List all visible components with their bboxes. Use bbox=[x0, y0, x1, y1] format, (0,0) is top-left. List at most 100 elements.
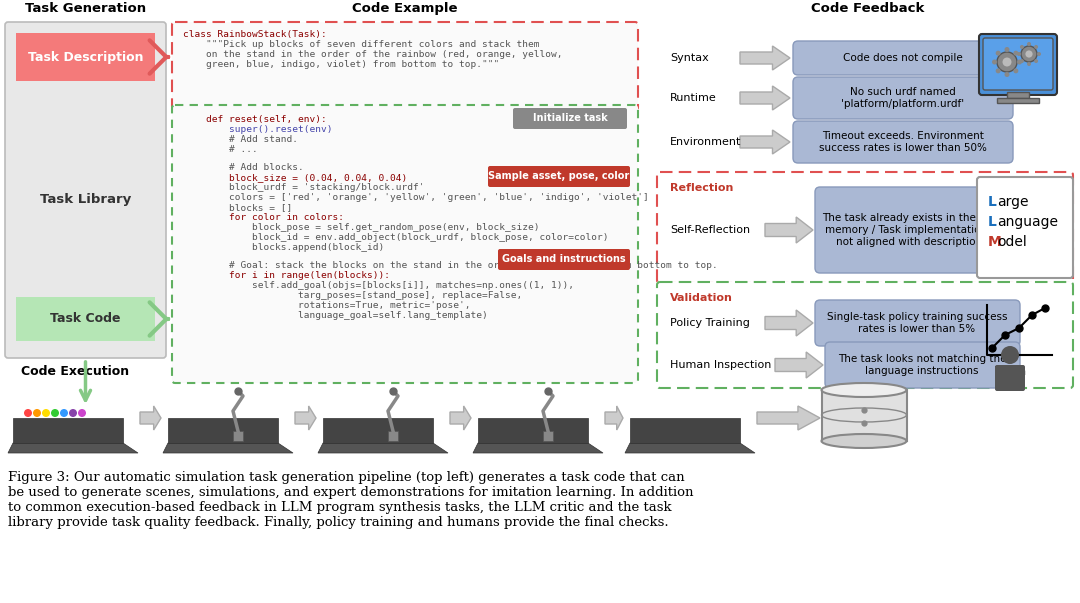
Bar bbox=[822, 390, 907, 441]
Polygon shape bbox=[163, 443, 293, 453]
Text: for color in colors:: for color in colors: bbox=[183, 213, 345, 222]
Polygon shape bbox=[168, 418, 278, 443]
Text: """Pick up blocks of seven different colors and stack them: """Pick up blocks of seven different col… bbox=[183, 40, 540, 49]
Text: blocks = []: blocks = [] bbox=[183, 203, 293, 212]
Text: block_size = (0.04, 0.04, 0.04): block_size = (0.04, 0.04, 0.04) bbox=[183, 173, 407, 182]
Polygon shape bbox=[625, 443, 755, 453]
Circle shape bbox=[1020, 59, 1024, 63]
Text: # Goal: stack the blocks on the stand in the order of the rainbow from bottom to: # Goal: stack the blocks on the stand in… bbox=[183, 261, 718, 270]
Text: odel: odel bbox=[997, 235, 1027, 249]
FancyBboxPatch shape bbox=[513, 108, 627, 129]
Polygon shape bbox=[318, 443, 448, 453]
Text: blocks.append(block_id): blocks.append(block_id) bbox=[183, 243, 384, 252]
Circle shape bbox=[996, 51, 1001, 55]
Text: self.add_goal(objs=[blocks[i]], matches=np.ones((1, 1)),: self.add_goal(objs=[blocks[i]], matches=… bbox=[183, 281, 573, 290]
Polygon shape bbox=[295, 406, 316, 430]
Polygon shape bbox=[478, 418, 588, 443]
Circle shape bbox=[51, 409, 59, 417]
Polygon shape bbox=[740, 130, 789, 154]
Polygon shape bbox=[450, 406, 471, 430]
Text: No such urdf named
'platform/platform.urdf': No such urdf named 'platform/platform.ur… bbox=[841, 87, 964, 109]
Text: Code Example: Code Example bbox=[352, 2, 458, 15]
Text: Single-task policy training success
rates is lower than 5%: Single-task policy training success rate… bbox=[827, 312, 1008, 334]
FancyBboxPatch shape bbox=[657, 282, 1074, 388]
Circle shape bbox=[24, 409, 32, 417]
Text: rotations=True, metric='pose',: rotations=True, metric='pose', bbox=[183, 301, 471, 310]
Circle shape bbox=[1004, 47, 1010, 52]
Text: Sample asset, pose, color: Sample asset, pose, color bbox=[488, 171, 630, 181]
Text: L: L bbox=[988, 195, 997, 209]
Text: Code Execution: Code Execution bbox=[22, 365, 130, 378]
Polygon shape bbox=[323, 418, 433, 443]
Text: The task looks not matching the
language instructions: The task looks not matching the language… bbox=[838, 354, 1007, 376]
Circle shape bbox=[42, 409, 50, 417]
Polygon shape bbox=[473, 443, 603, 453]
Circle shape bbox=[1020, 45, 1024, 49]
Text: Task Description: Task Description bbox=[28, 51, 144, 63]
Polygon shape bbox=[140, 406, 161, 430]
FancyBboxPatch shape bbox=[825, 342, 1020, 388]
Text: arge: arge bbox=[997, 195, 1028, 209]
Circle shape bbox=[1034, 45, 1038, 49]
Text: block_id = env.add_object(block_urdf, block_pose, color=color): block_id = env.add_object(block_urdf, bl… bbox=[183, 233, 608, 242]
FancyBboxPatch shape bbox=[793, 41, 1013, 75]
FancyBboxPatch shape bbox=[498, 249, 630, 270]
Text: Timeout exceeds. Environment
success rates is lower than 50%: Timeout exceeds. Environment success rat… bbox=[819, 131, 987, 153]
Bar bbox=[16, 33, 156, 81]
Polygon shape bbox=[605, 406, 623, 430]
Text: block_urdf = 'stacking/block.urdf': block_urdf = 'stacking/block.urdf' bbox=[183, 183, 424, 192]
Text: Policy Training: Policy Training bbox=[670, 318, 750, 328]
Text: anguage: anguage bbox=[997, 215, 1058, 229]
Circle shape bbox=[996, 68, 1001, 74]
Text: Task Code: Task Code bbox=[51, 312, 121, 326]
Text: class RainbowStack(Task):: class RainbowStack(Task): bbox=[183, 30, 327, 39]
Text: Self-Reflection: Self-Reflection bbox=[670, 225, 751, 235]
Polygon shape bbox=[765, 310, 813, 336]
Text: def reset(self, env):: def reset(self, env): bbox=[183, 115, 327, 124]
FancyBboxPatch shape bbox=[793, 77, 1013, 119]
Bar bbox=[388, 431, 399, 441]
Circle shape bbox=[997, 52, 1017, 72]
FancyBboxPatch shape bbox=[657, 172, 1074, 283]
Text: language_goal=self.lang_template): language_goal=self.lang_template) bbox=[183, 311, 488, 320]
Text: Syntax: Syntax bbox=[670, 53, 708, 63]
Text: Task Generation: Task Generation bbox=[25, 2, 146, 15]
Circle shape bbox=[1004, 72, 1010, 77]
Circle shape bbox=[1034, 59, 1038, 63]
Polygon shape bbox=[765, 217, 813, 243]
FancyBboxPatch shape bbox=[488, 166, 630, 187]
Text: Task Library: Task Library bbox=[40, 194, 131, 206]
FancyBboxPatch shape bbox=[793, 121, 1013, 163]
Circle shape bbox=[1021, 46, 1037, 62]
Text: The task already exists in the task
memory / Task implementation is
not aligned : The task already exists in the task memo… bbox=[822, 213, 1001, 247]
Text: Data: Data bbox=[994, 365, 1027, 378]
Polygon shape bbox=[13, 418, 123, 443]
Polygon shape bbox=[630, 418, 740, 443]
Circle shape bbox=[1002, 57, 1012, 66]
Circle shape bbox=[1017, 60, 1022, 65]
Text: colors = ['red', 'orange', 'yellow', 'green', 'blue', 'indigo', 'violet']: colors = ['red', 'orange', 'yellow', 'gr… bbox=[183, 193, 649, 202]
FancyBboxPatch shape bbox=[5, 22, 166, 358]
Text: super().reset(env): super().reset(env) bbox=[183, 125, 333, 134]
Circle shape bbox=[993, 60, 997, 65]
Text: targ_poses=[stand_pose], replace=False,: targ_poses=[stand_pose], replace=False, bbox=[183, 291, 523, 300]
FancyBboxPatch shape bbox=[978, 34, 1057, 95]
Circle shape bbox=[1001, 346, 1020, 364]
Text: Figure 3: Our automatic simulation task generation pipeline (top left) generates: Figure 3: Our automatic simulation task … bbox=[8, 471, 693, 529]
Circle shape bbox=[1017, 52, 1021, 56]
Ellipse shape bbox=[822, 383, 906, 397]
Text: Initialize task: Initialize task bbox=[532, 113, 607, 123]
Text: Goals and instructions: Goals and instructions bbox=[502, 254, 625, 264]
Bar bbox=[16, 297, 156, 341]
Text: Code Feedback: Code Feedback bbox=[811, 2, 924, 15]
Bar bbox=[1007, 92, 1029, 98]
Circle shape bbox=[1013, 51, 1018, 55]
Polygon shape bbox=[757, 406, 820, 430]
Circle shape bbox=[1013, 68, 1018, 74]
FancyBboxPatch shape bbox=[977, 177, 1074, 278]
Circle shape bbox=[1037, 52, 1041, 56]
FancyBboxPatch shape bbox=[815, 187, 1010, 273]
Text: # Add stand.: # Add stand. bbox=[183, 135, 298, 144]
FancyBboxPatch shape bbox=[172, 105, 638, 383]
FancyBboxPatch shape bbox=[172, 22, 638, 110]
